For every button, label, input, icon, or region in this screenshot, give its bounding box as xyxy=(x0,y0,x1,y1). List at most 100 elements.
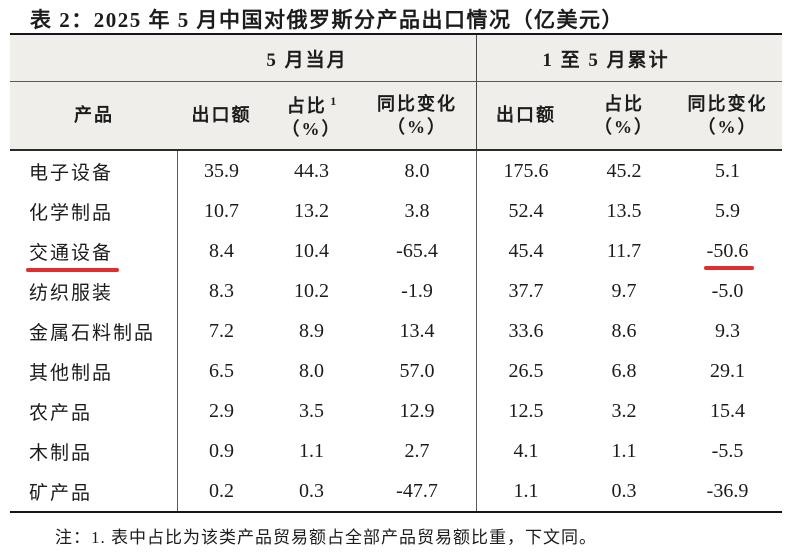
product-name: 农产品 xyxy=(29,402,93,424)
product-cell: 纺织服装 xyxy=(10,271,178,311)
cum-yoy-cell: 9.3 xyxy=(673,311,782,351)
cell-value: 29.1 xyxy=(710,359,745,382)
group-header-row: 5 月当月 1 至 5 月累计 xyxy=(10,35,782,82)
cum-export-cell: 26.5 xyxy=(477,351,575,391)
cell-value: -5.0 xyxy=(711,279,744,302)
product-cell: 金属石料制品 xyxy=(10,311,178,351)
cell-value: 33.6 xyxy=(508,319,544,342)
cell-value: 8.6 xyxy=(611,319,637,342)
cum-share-cell: 9.7 xyxy=(575,271,673,311)
footnote-mark: 1 xyxy=(330,94,337,108)
col-header-product-label: 产品 xyxy=(74,105,114,125)
cum-share-cell: 1.1 xyxy=(575,431,673,471)
cell-value: 15.4 xyxy=(710,399,745,422)
month-share-cell: 8.0 xyxy=(265,351,358,391)
cell-value: 26.5 xyxy=(508,359,544,382)
cum-export-cell: 1.1 xyxy=(477,471,575,511)
month-export-cell: 0.9 xyxy=(178,431,265,471)
cum-yoy-cell: -5.5 xyxy=(673,431,782,471)
month-share-cell: 0.3 xyxy=(265,471,358,511)
cell-value: 2.9 xyxy=(209,399,234,422)
cell-value: 3.8 xyxy=(404,199,430,222)
cum-yoy-cell: -50.6 xyxy=(673,231,782,271)
cum-yoy-cell: 5.9 xyxy=(673,191,782,231)
cell-value: 9.7 xyxy=(611,279,637,302)
cell-value: 12.9 xyxy=(399,399,435,422)
product-name: 交通设备 xyxy=(25,238,120,272)
product-cell: 交通设备 xyxy=(10,231,178,272)
cell-value: 6.5 xyxy=(209,359,234,382)
month-yoy-cell: 3.8 xyxy=(358,191,477,231)
cell-value: 1.1 xyxy=(611,439,637,462)
col-header-cum-share: 占比 （%） xyxy=(575,82,673,149)
cum-yoy-cell: -5.0 xyxy=(673,271,782,311)
cell-value: 2.7 xyxy=(404,439,430,462)
cell-value: 13.2 xyxy=(294,199,329,222)
table-row: 其他制品 6.5 8.0 57.0 26.5 6.8 29.1 xyxy=(10,351,782,391)
group-header-cumulative: 1 至 5 月累计 xyxy=(542,49,670,71)
cell-value: 6.8 xyxy=(611,359,637,382)
cum-share-cell: 45.2 xyxy=(575,151,673,191)
cell-value: 5.1 xyxy=(715,159,740,182)
product-cell: 化学制品 xyxy=(10,191,178,231)
cum-share-cell: 8.6 xyxy=(575,311,673,351)
cum-yoy-cell: -36.9 xyxy=(673,471,782,511)
cell-value: 8.0 xyxy=(299,359,324,382)
month-yoy-cell: 8.0 xyxy=(358,151,477,191)
month-export-cell: 8.4 xyxy=(178,231,265,271)
month-export-cell: 35.9 xyxy=(178,151,265,191)
month-share-cell: 13.2 xyxy=(265,191,358,231)
cell-value: 4.1 xyxy=(513,439,539,462)
cell-value: 8.4 xyxy=(209,239,234,262)
col-header-month-export: 出口额 xyxy=(178,82,265,149)
cell-value: 0.3 xyxy=(299,479,324,502)
month-export-cell: 8.3 xyxy=(178,271,265,311)
table-row: 农产品 2.9 3.5 12.9 12.5 3.2 15.4 xyxy=(10,391,782,431)
table-row: 矿产品 0.2 0.3 -47.7 1.1 0.3 -36.9 xyxy=(10,471,782,511)
col-header-cum-yoy: 同比变化 （%） xyxy=(673,82,782,149)
col-header-share-label: 占比 1 xyxy=(286,94,337,116)
col-header-yoy-label: 同比变化 xyxy=(687,93,768,114)
col-header-cum-export: 出口额 xyxy=(477,82,575,149)
table-row: 电子设备 35.9 44.3 8.0 175.6 45.2 5.1 xyxy=(10,151,782,191)
cell-value: 3.5 xyxy=(299,399,324,422)
cell-value: 1.1 xyxy=(513,479,539,502)
cell-value: 9.3 xyxy=(715,319,740,342)
cum-yoy-cell: 29.1 xyxy=(673,351,782,391)
cell-value: 8.0 xyxy=(404,159,430,182)
col-header-product: 产品 xyxy=(10,82,178,149)
col-header-month-share: 占比 1 （%） xyxy=(265,82,358,149)
product-name: 电子设备 xyxy=(29,162,114,184)
month-export-cell: 2.9 xyxy=(178,391,265,431)
cum-share-cell: 3.2 xyxy=(575,391,673,431)
product-cell: 电子设备 xyxy=(10,151,178,191)
cell-value: 13.4 xyxy=(399,319,435,342)
table-row: 木制品 0.9 1.1 2.7 4.1 1.1 -5.5 xyxy=(10,431,782,471)
cell-value: 13.5 xyxy=(606,199,642,222)
month-share-cell: 3.5 xyxy=(265,391,358,431)
month-export-cell: 0.2 xyxy=(178,471,265,511)
cell-value: -50.6 xyxy=(703,239,754,270)
cell-value: 5.9 xyxy=(715,199,740,222)
cum-share-cell: 6.8 xyxy=(575,351,673,391)
col-header-share-label: 占比 xyxy=(604,93,644,114)
cum-export-cell: 37.7 xyxy=(477,271,575,311)
product-name: 木制品 xyxy=(29,442,93,464)
footnote: 注：1. 表中占比为该类产品贸易额占全部产品贸易额比重，下文同。 xyxy=(55,528,597,547)
month-yoy-cell: 13.4 xyxy=(358,311,477,351)
cell-value: 8.3 xyxy=(209,279,234,302)
product-name: 其他制品 xyxy=(29,362,114,384)
cell-value: 7.2 xyxy=(209,319,234,342)
table-header: 5 月当月 1 至 5 月累计 产品 出口额 占比 1 （%） 同比变化 （%）… xyxy=(10,35,782,151)
cum-yoy-cell: 5.1 xyxy=(673,151,782,191)
month-share-cell: 8.9 xyxy=(265,311,358,351)
product-name: 化学制品 xyxy=(29,202,114,224)
month-yoy-cell: 12.9 xyxy=(358,391,477,431)
month-export-cell: 7.2 xyxy=(178,311,265,351)
cum-yoy-cell: 15.4 xyxy=(673,391,782,431)
product-cell: 其他制品 xyxy=(10,351,178,391)
group-header-month: 5 月当月 xyxy=(10,35,477,81)
cell-value: 35.9 xyxy=(204,159,239,182)
cum-export-cell: 12.5 xyxy=(477,391,575,431)
cell-value: 11.7 xyxy=(606,239,642,262)
